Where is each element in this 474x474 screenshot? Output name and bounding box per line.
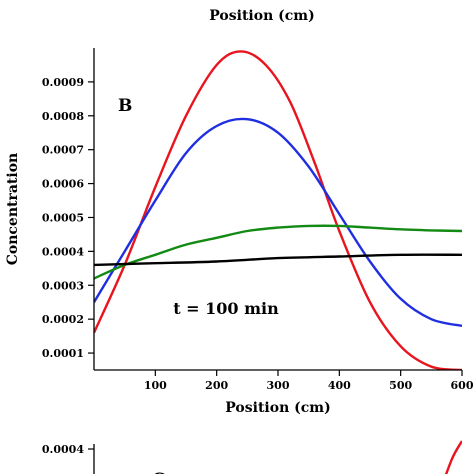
time-annotation: t = 100 min xyxy=(173,299,279,318)
panel-b-series xyxy=(94,50,462,370)
panel-c-ticks: 0.0004 xyxy=(42,443,94,456)
x-tick-label: 400 xyxy=(328,379,351,392)
series-line-0 xyxy=(94,50,462,370)
y-tick-label: 0.0002 xyxy=(42,313,84,326)
top-panel-xlabel: Position (cm) xyxy=(209,8,314,24)
panel-b-letter: B xyxy=(118,96,132,116)
panel-c-letter: C xyxy=(152,470,166,474)
panel-c-series xyxy=(444,440,462,474)
y-tick-label: 0.0001 xyxy=(42,347,84,360)
x-tick-label: 100 xyxy=(144,379,167,392)
x-tick-label: 500 xyxy=(389,379,412,392)
y-tick-label: 0.0003 xyxy=(42,279,84,292)
y-tick-label: 0.0008 xyxy=(42,110,84,123)
panel-c-series-line-0 xyxy=(444,440,462,474)
panel-b-xlabel: Position (cm) xyxy=(225,400,330,416)
series-line-3 xyxy=(94,253,462,267)
series-line-2 xyxy=(94,224,462,280)
panel-b-ticks: 0.0001 0.0002 0.0003 0.0004 0.0005 0.0006 0.00… xyxy=(42,76,474,392)
x-tick-label: 300 xyxy=(267,379,290,392)
y-tick-label: 0.0006 xyxy=(42,178,84,191)
panel-c: 0.0004 C xyxy=(42,440,462,474)
series-line-1 xyxy=(94,117,462,328)
y-tick-label: 0.0007 xyxy=(42,144,84,157)
y-tick-label: 0.0005 xyxy=(42,211,84,224)
x-tick-label: 600 xyxy=(451,379,474,392)
x-tick-label: 200 xyxy=(205,379,228,392)
y-tick-label: 0.0004 xyxy=(42,245,84,258)
y-tick-label: 0.0004 xyxy=(42,443,84,456)
panel-b: 0.0001 0.0002 0.0003 0.0004 0.0005 0.0006 0.00… xyxy=(5,48,474,416)
y-tick-label: 0.0009 xyxy=(42,76,84,89)
panel-b-ylabel: Concentration xyxy=(5,153,21,266)
